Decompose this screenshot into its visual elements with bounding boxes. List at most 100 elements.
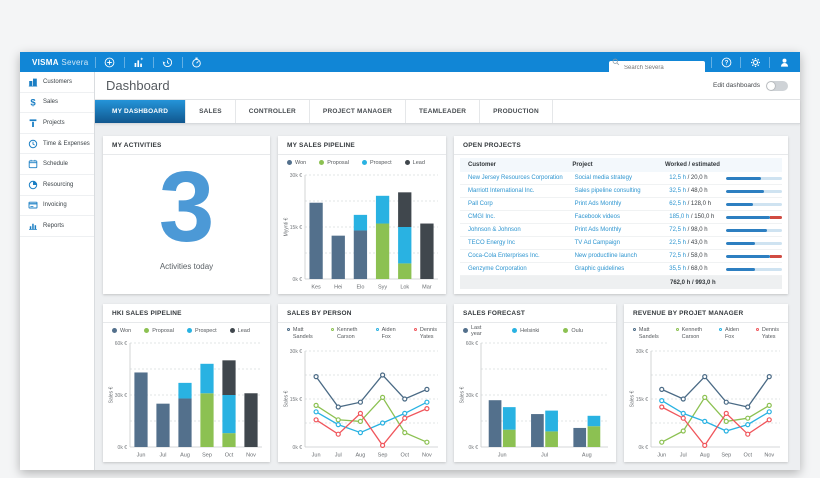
table-row: Genzyme Corporation Graphic guidelines 35,… xyxy=(460,263,783,276)
svg-text:Aug: Aug xyxy=(582,453,592,459)
open-projects-table: Customer Project Worked / estimated New … xyxy=(460,158,783,289)
help-icon[interactable]: ? xyxy=(718,54,734,70)
svg-text:Kes: Kes xyxy=(311,285,321,291)
sidebar-item-projects[interactable]: Projects xyxy=(20,113,94,134)
edit-dashboards-toggle[interactable] xyxy=(766,80,788,91)
timer-icon[interactable] xyxy=(189,54,205,70)
panel-revenue-by-pm: REVENUE BY PROJET MANAGER Matt Sandels Ken… xyxy=(624,304,788,462)
calendar-icon xyxy=(28,159,38,169)
sales-forecast-chart: 0k € 30k € 60k € Sales € Jun Jul Aug xyxy=(457,338,613,460)
chart-svg: 0k € 15k € 30k € Sales € Jun Jul Aug Sep Oct Nov xyxy=(630,349,780,459)
svg-text:Jun: Jun xyxy=(137,453,146,459)
progress-bar xyxy=(726,215,783,219)
project-link[interactable]: Print Ads Monthly xyxy=(574,227,622,233)
customer-link[interactable]: CMGI Inc. xyxy=(468,214,496,220)
progress-bar xyxy=(726,241,783,245)
svg-text:Sep: Sep xyxy=(721,453,731,459)
chart-legend: Won Proposal Prospect Lead xyxy=(103,323,270,338)
worked-estimated: 32,5 h / 48,0 h xyxy=(669,188,708,194)
svg-text:Sales €: Sales € xyxy=(630,390,636,407)
tab-project-manager[interactable]: PROJECT MANAGER xyxy=(310,100,406,123)
customer-link[interactable]: Genzyme Corporation xyxy=(468,266,527,272)
page-header: Dashboard Edit dashboards xyxy=(95,72,800,100)
project-link[interactable]: Print Ads Monthly xyxy=(574,201,622,207)
topbar: VISMA Severa ? xyxy=(20,52,800,74)
customer-link[interactable]: Pall Corp xyxy=(468,201,493,207)
invoice-icon xyxy=(28,200,38,210)
table-header: Customer Project Worked / estimated xyxy=(460,158,782,172)
tab-teamleader[interactable]: TEAMLEADER xyxy=(406,100,481,123)
dashboard-tabs: MY DASHBOARD SALES CONTROLLER PROJECT MANAG… xyxy=(95,100,800,124)
settings-gear-icon[interactable] xyxy=(747,54,763,70)
svg-text:Jun: Jun xyxy=(312,453,321,459)
worked-estimated: 35,5 h / 68,0 h xyxy=(669,266,708,272)
search-input[interactable] xyxy=(609,61,705,74)
sidebar-item-time-expenses[interactable]: Time & Expenses xyxy=(20,134,94,155)
legend-item: Oulu xyxy=(563,328,583,334)
panel-open-projects: OPEN PROJECTS Customer Project Worked / … xyxy=(454,136,788,294)
customer-link[interactable]: Johnson & Johnson xyxy=(468,227,521,233)
project-link[interactable]: New productline launch xyxy=(574,253,637,259)
activities-caption: Activities today xyxy=(159,262,214,271)
legend-item: Kenneth Carson xyxy=(331,327,357,341)
svg-text:15k €: 15k € xyxy=(290,225,302,231)
table-row: CMGI Inc. Facebook videos 185,0 h / 150,0 … xyxy=(460,211,783,224)
project-link[interactable]: Graphic guidelines xyxy=(574,266,625,272)
progress-bar xyxy=(726,254,783,258)
chart-legend: Won Proposal Prospect Lead xyxy=(278,155,446,170)
panel-title: SALES FORECAST xyxy=(454,304,616,323)
svg-text:Jul: Jul xyxy=(335,453,342,459)
user-icon[interactable] xyxy=(776,54,792,70)
sidebar-item-sales[interactable]: $ Sales xyxy=(20,93,94,114)
svg-text:Sales €: Sales € xyxy=(109,386,115,403)
svg-text:Sales €: Sales € xyxy=(284,390,290,407)
legend-item: Aiden Fox xyxy=(375,327,396,341)
chart-svg: 0k € 15k € 30k € Myynti € Kes Hei Elo Syy Lok Mar xyxy=(284,173,438,291)
sidebar-item-invoicing[interactable]: Invoicing xyxy=(20,196,94,217)
panel-sales-by-person: SALES BY PERSON Matt Sandels Kenneth Carson… xyxy=(278,304,446,462)
sidebar-item-reports[interactable]: Reports xyxy=(20,216,94,237)
customer-link[interactable]: New Jersey Resources Corporation xyxy=(468,175,563,181)
sidebar-item-resourcing[interactable]: Resourcing xyxy=(20,175,94,196)
customer-link[interactable]: TECO Energy Inc xyxy=(468,240,516,246)
progress-bar xyxy=(726,189,783,193)
legend-item: Prospect xyxy=(361,160,392,166)
worked-estimated: 22,5 h / 43,0 h xyxy=(669,240,708,246)
customer-link[interactable]: Marriott International Inc. xyxy=(468,188,535,194)
progress-bar xyxy=(726,176,783,180)
panel-my-sales-pipeline: MY SALES PIPELINE Won Proposal Prospect Lea… xyxy=(278,136,446,294)
customer-link[interactable]: Coca-Cola Enterprises Inc. xyxy=(468,253,540,259)
progress-bar xyxy=(726,202,783,206)
chart-star-icon[interactable] xyxy=(131,54,147,70)
sidebar-item-label: Time & Expenses xyxy=(43,140,90,147)
tab-controller[interactable]: CONTROLLER xyxy=(236,100,310,123)
project-link[interactable]: Facebook videos xyxy=(574,214,620,220)
sidebar-item-schedule[interactable]: Schedule xyxy=(20,154,94,175)
tab-sales[interactable]: SALES xyxy=(186,100,236,123)
svg-text:0k €: 0k € xyxy=(469,445,479,451)
svg-text:Aug: Aug xyxy=(356,453,366,459)
tab-production[interactable]: PRODUCTION xyxy=(480,100,553,123)
project-link[interactable]: Social media strategy xyxy=(574,175,632,181)
legend-item: Aiden Fox xyxy=(719,327,739,341)
add-icon[interactable] xyxy=(102,54,118,70)
panel-title: OPEN PROJECTS xyxy=(454,136,788,155)
brand-severa: Severa xyxy=(61,57,89,67)
history-icon[interactable] xyxy=(160,54,176,70)
panel-title: MY ACTIVITIES xyxy=(103,136,270,155)
progress-bar xyxy=(726,228,783,232)
svg-text:Jul: Jul xyxy=(541,453,548,459)
progress-bar xyxy=(726,267,783,271)
sidebar-item-customers[interactable]: Customers xyxy=(20,72,94,93)
project-link[interactable]: Sales pipeline consulting xyxy=(574,188,641,194)
table-row: Johnson & Johnson Print Ads Monthly 72,5 h… xyxy=(460,224,783,237)
tab-my-dashboard[interactable]: MY DASHBOARD xyxy=(95,100,187,123)
project-link[interactable]: TV Ad Campaign xyxy=(574,240,620,246)
legend-item: Lead xyxy=(229,328,250,334)
projects-icon xyxy=(28,118,38,128)
sidebar-item-label: Reports xyxy=(43,222,65,229)
table-row: Coca-Cola Enterprises Inc. New productlin… xyxy=(460,250,783,263)
panel-title: HKI SALES PIPELINE xyxy=(103,304,270,323)
brand-logo: VISMA Severa xyxy=(32,58,89,67)
sidebar-item-label: Resourcing xyxy=(43,181,74,188)
